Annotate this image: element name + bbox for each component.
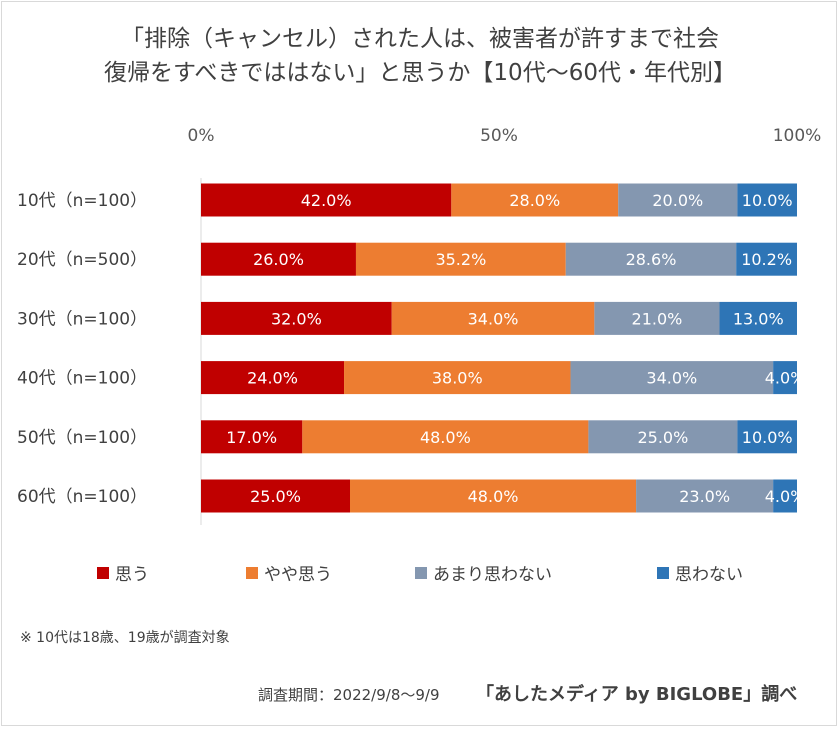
bar-segment: [773, 479, 797, 513]
x-tick-label: 0%: [188, 126, 215, 146]
data-label: 42.0%: [301, 191, 352, 210]
legend-item: やや思う: [246, 560, 332, 585]
category-label: 20代（n=500）: [17, 250, 147, 270]
legend-item: 思わない: [657, 560, 743, 585]
bar-segment: [736, 242, 797, 276]
data-label: 20.0%: [652, 191, 703, 210]
x-tick-label: 100%: [773, 126, 822, 146]
data-label: 24.0%: [247, 369, 298, 388]
bar-segment: [201, 242, 356, 276]
data-label: 10.0%: [742, 428, 793, 447]
bar-segment: [201, 301, 392, 335]
data-label: 10.0%: [742, 191, 793, 210]
legend-swatch: [246, 566, 258, 579]
bar-segment: [451, 183, 619, 217]
bar-segment: [737, 183, 797, 217]
data-label: 13.0%: [733, 309, 784, 328]
bar-segment: [201, 361, 345, 395]
data-label: 48.0%: [420, 428, 471, 447]
bar-segment: [355, 242, 566, 276]
bar-segment: [302, 420, 589, 454]
data-label: 21.0%: [632, 309, 683, 328]
legend-label: やや思う: [264, 565, 332, 585]
legend-label: 思う: [115, 565, 149, 585]
legend-swatch: [415, 566, 427, 579]
data-label: 26.0%: [253, 250, 304, 269]
bar-segment: [618, 183, 738, 217]
bar-segment: [391, 301, 595, 335]
chart-title-line-2: 復帰をすべきでははない」と思うか【10代～60代・年代別】: [104, 60, 736, 86]
bar-segment: [636, 479, 774, 513]
data-label: 35.2%: [435, 250, 486, 269]
bar-segment: [344, 361, 571, 395]
bar-segment: [588, 420, 738, 454]
bar-segment: [350, 479, 637, 513]
data-label: 4.0%: [765, 369, 806, 388]
bar-segment: [737, 420, 797, 454]
data-label: 25.0%: [637, 428, 688, 447]
data-label: 34.0%: [646, 369, 697, 388]
data-label: 10.2%: [741, 250, 792, 269]
category-label: 50代（n=100）: [17, 428, 147, 448]
footnote: ※ 10代は18歳、19歳が調査対象: [20, 630, 230, 646]
category-label: 10代（n=100）: [17, 191, 147, 211]
bar-segment: [201, 479, 350, 513]
legend-item: 思う: [97, 560, 149, 585]
bar-segment: [201, 183, 452, 217]
bar-segment: [201, 420, 303, 454]
chart-legend: 思う やや思う あまり思わない 思わない: [0, 560, 840, 588]
data-label: 48.0%: [468, 487, 519, 506]
data-label: 32.0%: [271, 309, 322, 328]
legend-item: あまり思わない: [415, 560, 552, 585]
legend-label: 思わない: [675, 565, 743, 585]
category-label: 40代（n=100）: [17, 369, 147, 389]
chart-title-line-1: 「排除（キャンセル）された人は、被害者が許すまで社会: [121, 26, 719, 52]
data-label: 38.0%: [432, 369, 483, 388]
bar-segment: [570, 361, 774, 395]
category-label: 60代（n=100）: [17, 487, 147, 507]
bar-segment: [565, 242, 737, 276]
data-label: 17.0%: [226, 428, 277, 447]
data-label: 4.0%: [765, 487, 806, 506]
data-label: 28.6%: [626, 250, 677, 269]
category-label: 30代（n=100）: [17, 309, 147, 329]
x-tick-label: 50%: [480, 126, 518, 146]
bar-segment: [773, 361, 797, 395]
legend-swatch: [97, 566, 109, 579]
data-label: 28.0%: [509, 191, 560, 210]
bar-segment: [594, 301, 720, 335]
legend-label: あまり思わない: [433, 565, 552, 585]
data-label: 25.0%: [250, 487, 301, 506]
bar-segment: [719, 301, 797, 335]
source-credit: 「あしたメディア by BIGLOBE」調べ: [476, 684, 798, 705]
data-label: 34.0%: [468, 309, 519, 328]
legend-swatch: [657, 566, 669, 579]
chart-title: 「排除（キャンセル）された人は、被害者が許すまで社会 復帰をすべきでははない」と…: [0, 22, 840, 90]
survey-period: 調査期間：2022/9/8～9/9: [258, 686, 440, 704]
data-label: 23.0%: [679, 487, 730, 506]
